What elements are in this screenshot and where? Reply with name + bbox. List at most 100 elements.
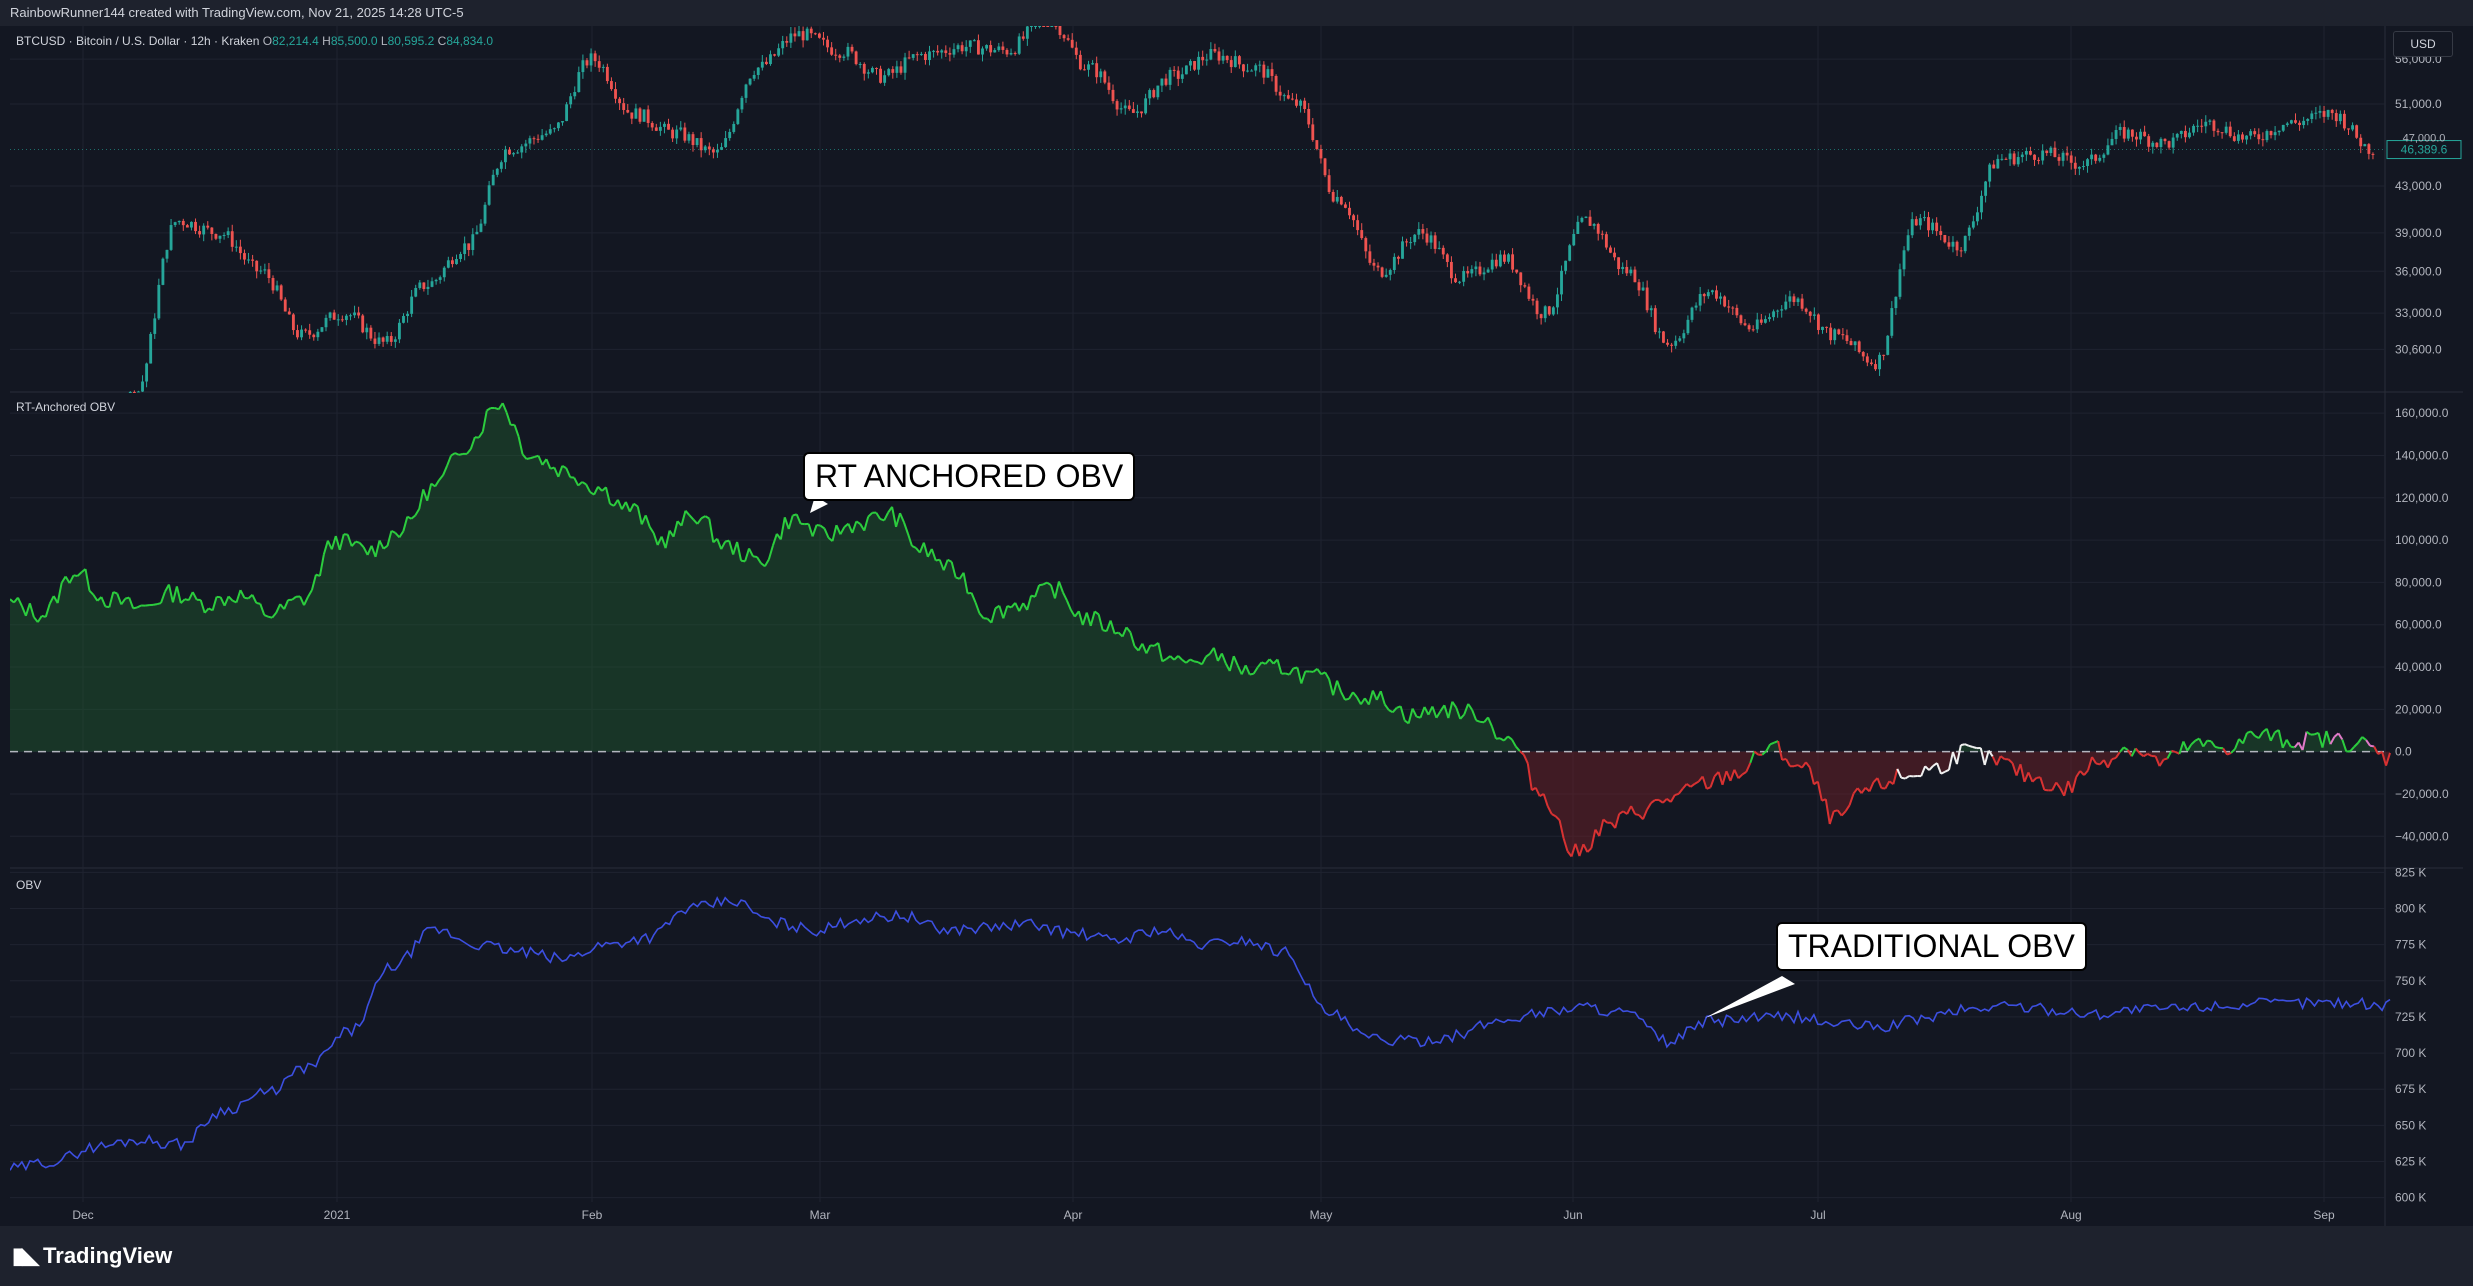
rt-obv-line-segment [1896,768,1903,779]
candle-body [2363,144,2367,147]
rt-obv-line-segment [1534,787,1541,797]
candle-body [1690,307,1694,320]
rt-obv-line-segment [867,512,873,518]
rt-obv-line-segment [410,514,416,520]
candle-body [1095,63,1099,78]
candle-body [1270,69,1274,76]
rt-obv-line-segment [955,576,960,580]
rt-obv-line-segment [239,589,246,599]
candle-body [695,138,699,145]
candle-body [728,131,732,139]
candle-body [1894,296,1898,309]
candle-body [2310,113,2314,120]
rt-obv-line-segment [787,515,794,530]
rt-obv-line-segment [1054,581,1060,599]
candle-body [2232,136,2236,141]
candle-body [1474,266,1478,270]
candle-body [1201,56,1205,61]
rt-obv-line-segment [469,436,476,450]
symbol-legend[interactable]: BTCUSD · Bitcoin / U.S. Dollar · 12h · K… [16,34,493,48]
candle-body [1262,64,1266,78]
currency-button[interactable]: USD [2393,31,2453,57]
rt-obv-line-segment [1236,665,1243,675]
candle-body [1115,101,1119,110]
candle-body [1674,340,1678,346]
candle-body [597,61,601,68]
rt-obv-line-segment [816,524,821,527]
rt-obv-line-segment [28,602,35,618]
candle-body [740,97,744,110]
candle-body [2245,135,2248,140]
rt-obv-positive-area [10,403,2390,752]
candle-body [981,48,984,55]
candle-body [642,109,646,122]
candle-body [919,53,923,55]
rt-obv-line-segment [779,517,786,540]
candle-body [1140,111,1143,114]
candle-body [1042,26,1046,27]
rt-obv-line-segment [1677,788,1684,795]
rt-obv-line-segment [2178,741,2185,755]
candle-body [194,221,197,232]
rt-obv-line-segment [1332,680,1339,696]
candle-body [1755,319,1759,330]
rt-obv-line-segment [1455,707,1462,720]
candle-body [1107,82,1111,90]
candle-body [1103,71,1107,83]
candle-body [2086,159,2089,167]
candle-body [1429,235,1433,243]
rt-obv-line-segment [640,514,647,525]
rt-obv-line-segment [605,486,611,504]
rt-obv-line-segment [398,530,405,538]
candle-body [528,138,532,144]
candle-body [434,279,438,282]
obv-panel-title[interactable]: OBV [16,878,42,892]
time-tick-label: Jul [1810,1208,1825,1222]
candle-body [1959,250,1963,252]
rt-obv-line-segment [1109,620,1116,634]
rt-obv-line-segment [2075,770,2081,778]
candle-body [1776,310,1780,312]
rt-obv-line-segment [1578,843,1585,857]
rt-obv-line-segment [545,458,552,470]
rt-obv-line-segment [1193,660,1199,664]
candle-body [2236,134,2240,141]
candle-body [1706,292,1710,297]
candle-body [1490,259,1494,270]
candle-body [1796,298,1800,303]
candle-body [1250,70,1254,72]
rt-obv-line-segment [1360,697,1366,705]
candle-body [1323,158,1327,176]
candle-body [1564,260,1568,271]
rt-obv-line-segment [338,534,345,551]
candle-body [626,109,630,113]
rt-obv-line-segment [44,603,51,618]
candle-body [756,67,760,75]
candle-body [312,334,316,338]
rt-obv-line-segment [1034,584,1041,598]
chart-area[interactable]: 30,600.0 33,000.0 36,000.0 39,000.0 43,000.0… [9,22,2463,1226]
rt-obv-panel-title[interactable]: RT-Anchored OBV [16,400,116,414]
candle-body [267,269,271,279]
rt-obv-line-segment [1836,809,1843,817]
candle-body [499,162,503,169]
candle-body [1613,252,1616,258]
candle-body [1462,270,1466,282]
candle-body [1874,364,1877,370]
tradingview-brand[interactable]: ▮◣ TradingView [12,1243,172,1269]
candle-body [736,109,740,124]
top-bar: RainbowRunner144 created with TradingVie… [0,0,2473,26]
chart-canvas[interactable]: 30,600.0 33,000.0 36,000.0 39,000.0 43,000.0… [9,22,2463,1226]
candle-body [210,227,214,234]
candle-body [2159,138,2163,148]
rt-obv-line-segment [942,559,949,571]
rt-obv-line-segment [2134,747,2141,754]
candle-body [165,249,169,259]
candle-body [1698,294,1702,306]
candle-body [1980,195,1983,213]
rt-obv-line-segment [517,436,524,455]
candle-body [1882,354,1886,356]
rt-obv-line-segment [1983,750,1990,766]
rt-obv-line-segment [358,542,365,548]
rt-obv-line-segment [2317,732,2324,748]
